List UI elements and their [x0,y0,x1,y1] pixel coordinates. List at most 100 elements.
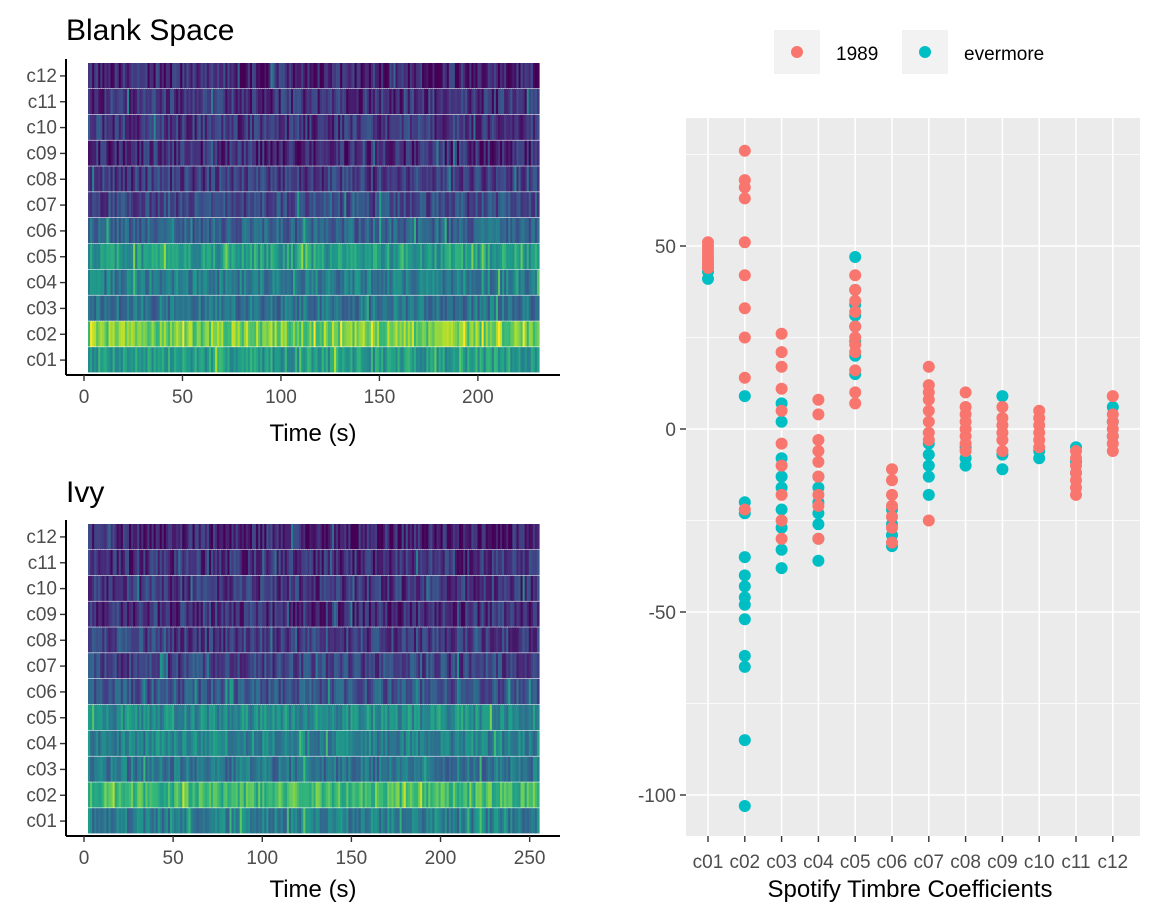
heatmap-cell-c02 [208,782,212,808]
heatmap-cell-c01 [426,347,429,373]
heatmap-cell-c07 [231,653,235,679]
heatmap-cell-c04 [184,730,187,756]
heatmap-cell-c04 [170,730,173,756]
heatmap-cell-c08 [278,627,282,653]
heatmap-cell-c07 [448,192,452,218]
heatmap-cell-c01 [108,808,112,834]
heatmap-cell-c12 [512,63,515,89]
heatmap-cell-c08 [182,627,185,653]
heatmap-cell-c01 [401,347,405,373]
heatmap-cell-c12 [438,63,442,89]
heatmap-cell-c04 [227,730,231,756]
heatmap-cell-c07 [270,653,274,679]
heatmap-cell-c05 [280,243,284,270]
heatmap-cell-c11 [338,88,341,115]
heatmap-cell-c08 [389,166,392,192]
heatmap-cell-c09 [325,601,329,627]
heatmap-cell-c07 [155,192,159,218]
heatmap-cell-c04 [379,730,382,756]
heatmap-cell-c07 [323,192,327,218]
heatmap-cell-c11 [239,549,243,576]
heatmap-cell-c02 [256,782,259,808]
heatmap-cell-c02 [385,782,388,808]
heatmap-cell-c11 [106,88,110,115]
heatmap-cell-c10 [532,114,536,140]
heatmap-cell-c06 [469,218,472,244]
heatmap-cell-c01 [282,808,286,834]
heatmap-cell-c10 [254,575,257,601]
heatmap-cell-c09 [180,601,183,627]
heatmap-cell-c09 [340,601,343,627]
heatmap-cell-c04 [457,269,460,295]
heatmap-cell-c03 [491,756,495,782]
heatmap-cell-c10 [446,575,450,601]
heatmap-cell-c03 [426,756,429,782]
heatmap-cell-c08 [403,627,407,653]
heatmap-cell-c10 [301,575,304,601]
heatmap-cell-c10 [471,575,474,601]
heatmap-cell-c04 [260,269,263,295]
heatmap-cell-c08 [489,166,493,192]
heatmap-cell-c02 [278,321,282,347]
heatmap-cell-c08 [356,627,360,653]
heatmap-cell-c07 [434,192,438,218]
heatmap-cell-c11 [385,88,388,115]
heatmap-cell-c11 [186,549,190,576]
heatmap-cell-c02 [122,321,126,347]
heatmap-cell-c05 [411,704,415,731]
heatmap-cell-c01 [149,808,153,834]
heatmap-cell-c11 [110,549,114,576]
heatmap-cell-c12 [120,63,124,89]
heatmap-cell-c12 [149,63,153,89]
heatmap-cell-c05 [192,243,196,270]
heatmap-cell-c04 [233,269,237,295]
heatmap-cell-c06 [463,218,466,244]
heatmap-cell-c01 [366,347,370,373]
heatmap-cell-c11 [440,88,444,115]
heatmap-cell-c08 [405,627,409,653]
heatmap-cell-c06 [502,679,505,705]
heatmap-cell-c03 [118,756,122,782]
heatmap-cell-c09 [391,140,395,166]
heatmap-cell-c01 [481,808,485,834]
heatmap-cell-c07 [225,192,228,218]
heatmap-cell-c11 [393,88,397,115]
heatmap-cell-c04 [182,269,185,295]
heatmap-cell-c06 [249,218,253,244]
heatmap-cell-c10 [327,114,331,140]
heatmap-cell-c03 [241,756,245,782]
heatmap-cell-c11 [313,549,317,576]
heatmap-cell-c06 [370,679,374,705]
heatmap-cell-c01 [219,347,222,373]
heatmap-cell-c11 [247,549,251,576]
heatmap-cell-c09 [315,140,319,166]
heatmap-cell-c05 [116,243,120,270]
heatmap-cell-c10 [274,114,278,140]
heatmap-cell-c12 [370,63,374,89]
heatmap-cell-c04 [96,269,99,295]
heatmap-cell-c09 [237,601,241,627]
heatmap-cell-c12 [215,63,218,89]
heatmap-cell-c10 [430,114,433,140]
heatmap-cell-c10 [487,575,491,601]
heatmap-cell-c03 [428,756,431,782]
heatmap-cell-c07 [139,653,142,679]
heatmap-cell-c02 [336,321,339,347]
heatmap-cell-c08 [334,166,337,192]
heatmap-cell-c05 [477,243,481,270]
heatmap-cell-c05 [213,243,216,270]
heatmap-cell-c12 [518,63,522,89]
heatmap-cell-c06 [303,679,306,705]
heatmap-cell-c10 [428,114,431,140]
heatmap-cell-c07 [473,653,477,679]
heatmap-cell-c03 [249,756,253,782]
heatmap-cell-c07 [143,653,146,679]
heatmap-cell-c02 [235,321,239,347]
heatmap-cell-c09 [352,601,356,627]
heatmap-cell-c02 [145,321,149,347]
heatmap-cell-c07 [100,653,103,679]
heatmap-cell-c10 [235,114,239,140]
heatmap-cell-c05 [334,704,337,731]
heatmap-cell-c06 [409,218,413,244]
heatmap-cell-c10 [252,575,255,601]
